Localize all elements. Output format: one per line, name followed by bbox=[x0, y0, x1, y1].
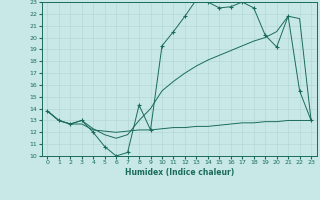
X-axis label: Humidex (Indice chaleur): Humidex (Indice chaleur) bbox=[124, 168, 234, 177]
